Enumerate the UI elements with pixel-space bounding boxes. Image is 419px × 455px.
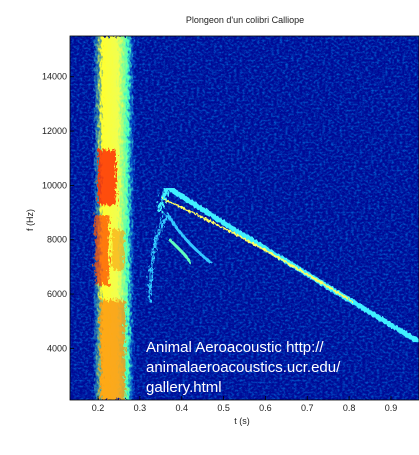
- y-tick-label: 8000: [47, 235, 67, 245]
- x-tick-label: 0.5: [217, 403, 230, 413]
- y-tick-label: 12000: [42, 126, 67, 136]
- x-tick-label: 0.8: [343, 403, 356, 413]
- y-tick-label: 10000: [42, 180, 67, 190]
- x-tick-label: 0.9: [385, 403, 398, 413]
- y-tick-label: 6000: [47, 289, 67, 299]
- x-tick-label: 0.6: [259, 403, 272, 413]
- spectrogram: [70, 36, 419, 400]
- y-tick-label: 14000: [42, 72, 67, 82]
- x-tick-label: 0.2: [92, 403, 105, 413]
- y-tick-label: 4000: [47, 343, 67, 353]
- plot-frame: [69, 35, 419, 401]
- annotation: Animal Aeroacoustic http://: [146, 339, 324, 356]
- x-tick-label: 0.3: [134, 403, 147, 413]
- y-axis-label: f (Hz): [25, 209, 35, 231]
- x-tick-label: 0.4: [175, 403, 188, 413]
- annotation: gallery.html: [146, 379, 222, 396]
- chart-title: Plongeon d'un colibri Calliope: [186, 15, 304, 25]
- x-axis-label: t (s): [234, 416, 250, 426]
- x-tick-label: 0.7: [301, 403, 314, 413]
- annotation: animalaeroacoustics.ucr.edu/: [146, 359, 341, 376]
